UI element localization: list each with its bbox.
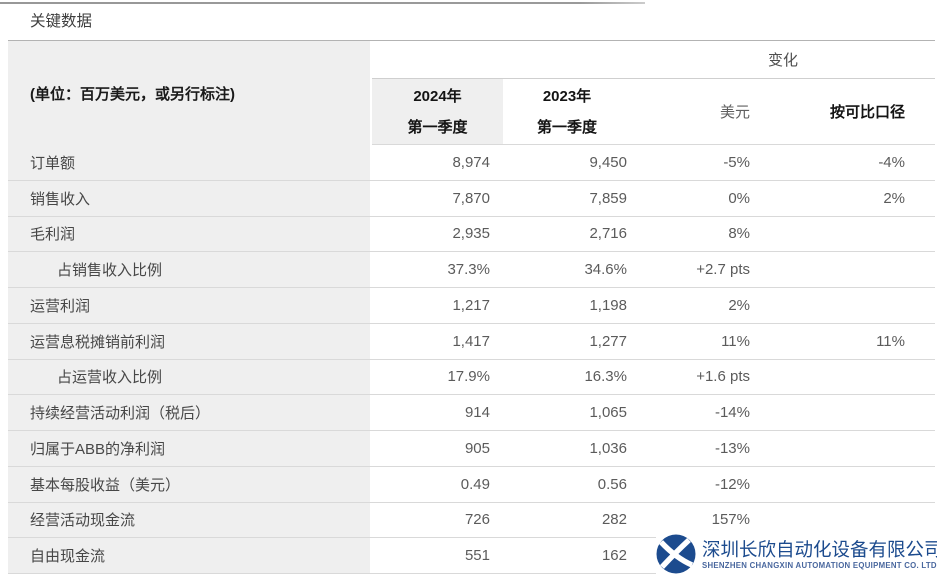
column-gap — [370, 41, 372, 145]
change-comparable — [758, 252, 935, 287]
table-header: (单位：百万美元，或另行标注) 变化 2024年 第一季度 2023年 第一季度… — [8, 41, 935, 145]
col-header-2023-line2: 第一季度 — [536, 118, 597, 136]
table-row: 自由现金流 551 162 — [8, 538, 935, 574]
company-name-en: SHENZHEN CHANGXIN AUTOMATION EQUIPMENT C… — [702, 560, 937, 570]
value-2024-q1: 1,217 — [452, 296, 490, 314]
top-divider-rule — [0, 2, 645, 4]
value-2023-q1: 1,065 — [589, 404, 627, 422]
row-label: 运营利润 — [8, 288, 370, 323]
page-title: 关键数据 — [30, 13, 93, 30]
value-2024-q1: 1,417 — [452, 332, 490, 350]
table-row: 运营利润 1,217 1,198 2% — [8, 288, 935, 324]
value-2024-q1: 17.9% — [447, 368, 490, 386]
value-2023-q1: 162 — [601, 547, 627, 565]
value-2024-q1: 914 — [464, 404, 490, 422]
value-2023-q1: 1,277 — [589, 332, 627, 350]
change-comparable: 11% — [876, 332, 905, 350]
change-usd: 8% — [728, 225, 750, 243]
row-label: 自由现金流 — [8, 538, 370, 573]
change-comparable — [758, 288, 935, 323]
table-row: 经营活动现金流 726 282 157% — [8, 502, 935, 539]
value-2023-q1: 7,859 — [589, 189, 627, 207]
change-usd: +2.7 pts — [696, 261, 750, 279]
value-2023-q1: 1,198 — [589, 296, 627, 314]
change-group-header: 变化 — [767, 52, 798, 69]
row-label: 运营息税摊销前利润 — [8, 323, 370, 359]
value-2024-q1: 905 — [464, 439, 490, 457]
change-usd: -12% — [714, 475, 750, 493]
value-2024-q1: 2,935 — [452, 225, 490, 243]
col-header-2023-line1: 2023年 — [542, 87, 592, 105]
value-2024-q1: 726 — [464, 511, 490, 529]
company-name-block: 深圳长欣自动化设备有限公司 SHENZHEN CHANGXIN AUTOMATI… — [702, 539, 937, 570]
value-2023-q1: 2,716 — [589, 225, 627, 243]
change-comparable — [758, 431, 935, 466]
table-row: 占销售收入比例 37.3% 34.6% +2.7 pts — [8, 252, 935, 288]
change-comparable: -4% — [878, 153, 905, 171]
table-row: 基本每股收益（美元） 0.49 0.56 -12% — [8, 466, 935, 503]
change-usd: 11% — [721, 332, 750, 350]
change-usd: 157% — [711, 511, 750, 529]
col-header-2024-q1: 2024年 第一季度 — [372, 79, 503, 144]
column-headers-row: 2024年 第一季度 2023年 第一季度 美元 按可比口径 — [372, 79, 935, 145]
table-row: 运营息税摊销前利润 1,417 1,277 11% 11% — [8, 323, 935, 360]
change-usd: +1.6 pts — [696, 368, 750, 386]
value-2023-q1: 9,450 — [589, 153, 627, 171]
change-comparable — [758, 217, 935, 252]
table-body: 订单额 8,974 9,450 -5% -4% 销售收入 7,870 7,859… — [8, 145, 935, 574]
change-comparable — [758, 395, 935, 430]
change-group-row: 变化 — [372, 41, 935, 79]
company-name-zh: 深圳长欣自动化设备有限公司 — [702, 538, 937, 560]
change-usd: -5% — [723, 153, 750, 171]
table-row: 订单额 8,974 9,450 -5% -4% — [8, 145, 935, 181]
table-header-right: 变化 2024年 第一季度 2023年 第一季度 美元 按可比口径 — [372, 41, 935, 145]
col-header-2023-q1: 2023年 第一季度 — [503, 79, 631, 144]
company-logo-icon — [656, 534, 696, 574]
value-2023-q1: 34.6% — [584, 261, 627, 279]
row-label: 销售收入 — [8, 180, 370, 216]
unit-label: (单位：百万美元，或另行标注) — [8, 41, 370, 145]
row-label: 订单额 — [8, 145, 370, 180]
col-header-2024-line1: 2024年 — [413, 87, 462, 105]
table-row: 毛利润 2,935 2,716 8% — [8, 216, 935, 253]
value-2023-q1: 1,036 — [589, 439, 627, 457]
value-2024-q1: 37.3% — [447, 261, 490, 279]
table-row: 归属于ABB的净利润 905 1,036 -13% — [8, 431, 935, 467]
value-2024-q1: 551 — [464, 547, 490, 565]
row-label: 占运营收入比例 — [8, 359, 370, 395]
row-label: 经营活动现金流 — [8, 502, 370, 538]
table-row: 销售收入 7,870 7,859 0% 2% — [8, 180, 935, 217]
value-2024-q1: 7,870 — [452, 189, 490, 207]
change-usd: -14% — [714, 404, 750, 422]
company-watermark: 深圳长欣自动化设备有限公司 SHENZHEN CHANGXIN AUTOMATI… — [656, 530, 937, 578]
col-header-usd: 美元 — [719, 104, 750, 121]
row-label: 归属于ABB的净利润 — [8, 431, 370, 466]
change-comparable — [758, 360, 935, 395]
row-label: 毛利润 — [8, 216, 370, 252]
change-usd: 2% — [728, 296, 750, 314]
col-header-comparable: 按可比口径 — [829, 104, 905, 121]
value-2024-q1: 8,974 — [452, 153, 490, 171]
value-2023-q1: 0.56 — [597, 475, 627, 493]
row-label: 基本每股收益（美元） — [8, 466, 370, 502]
value-2023-q1: 16.3% — [584, 368, 627, 386]
key-data-table: (单位：百万美元，或另行标注) 变化 2024年 第一季度 2023年 第一季度… — [8, 40, 935, 574]
table-row: 占运营收入比例 17.9% 16.3% +1.6 pts — [8, 359, 935, 396]
col-header-2024-line2: 第一季度 — [407, 118, 468, 136]
row-label: 持续经营活动利润（税后） — [8, 395, 370, 430]
change-comparable — [758, 467, 935, 502]
change-usd: 0% — [728, 189, 750, 207]
value-2024-q1: 0.49 — [460, 475, 490, 493]
change-usd: -13% — [714, 439, 750, 457]
value-2023-q1: 282 — [601, 511, 627, 529]
change-comparable: 2% — [883, 189, 905, 207]
table-row: 持续经营活动利润（税后） 914 1,065 -14% — [8, 395, 935, 431]
row-label: 占销售收入比例 — [8, 252, 370, 287]
